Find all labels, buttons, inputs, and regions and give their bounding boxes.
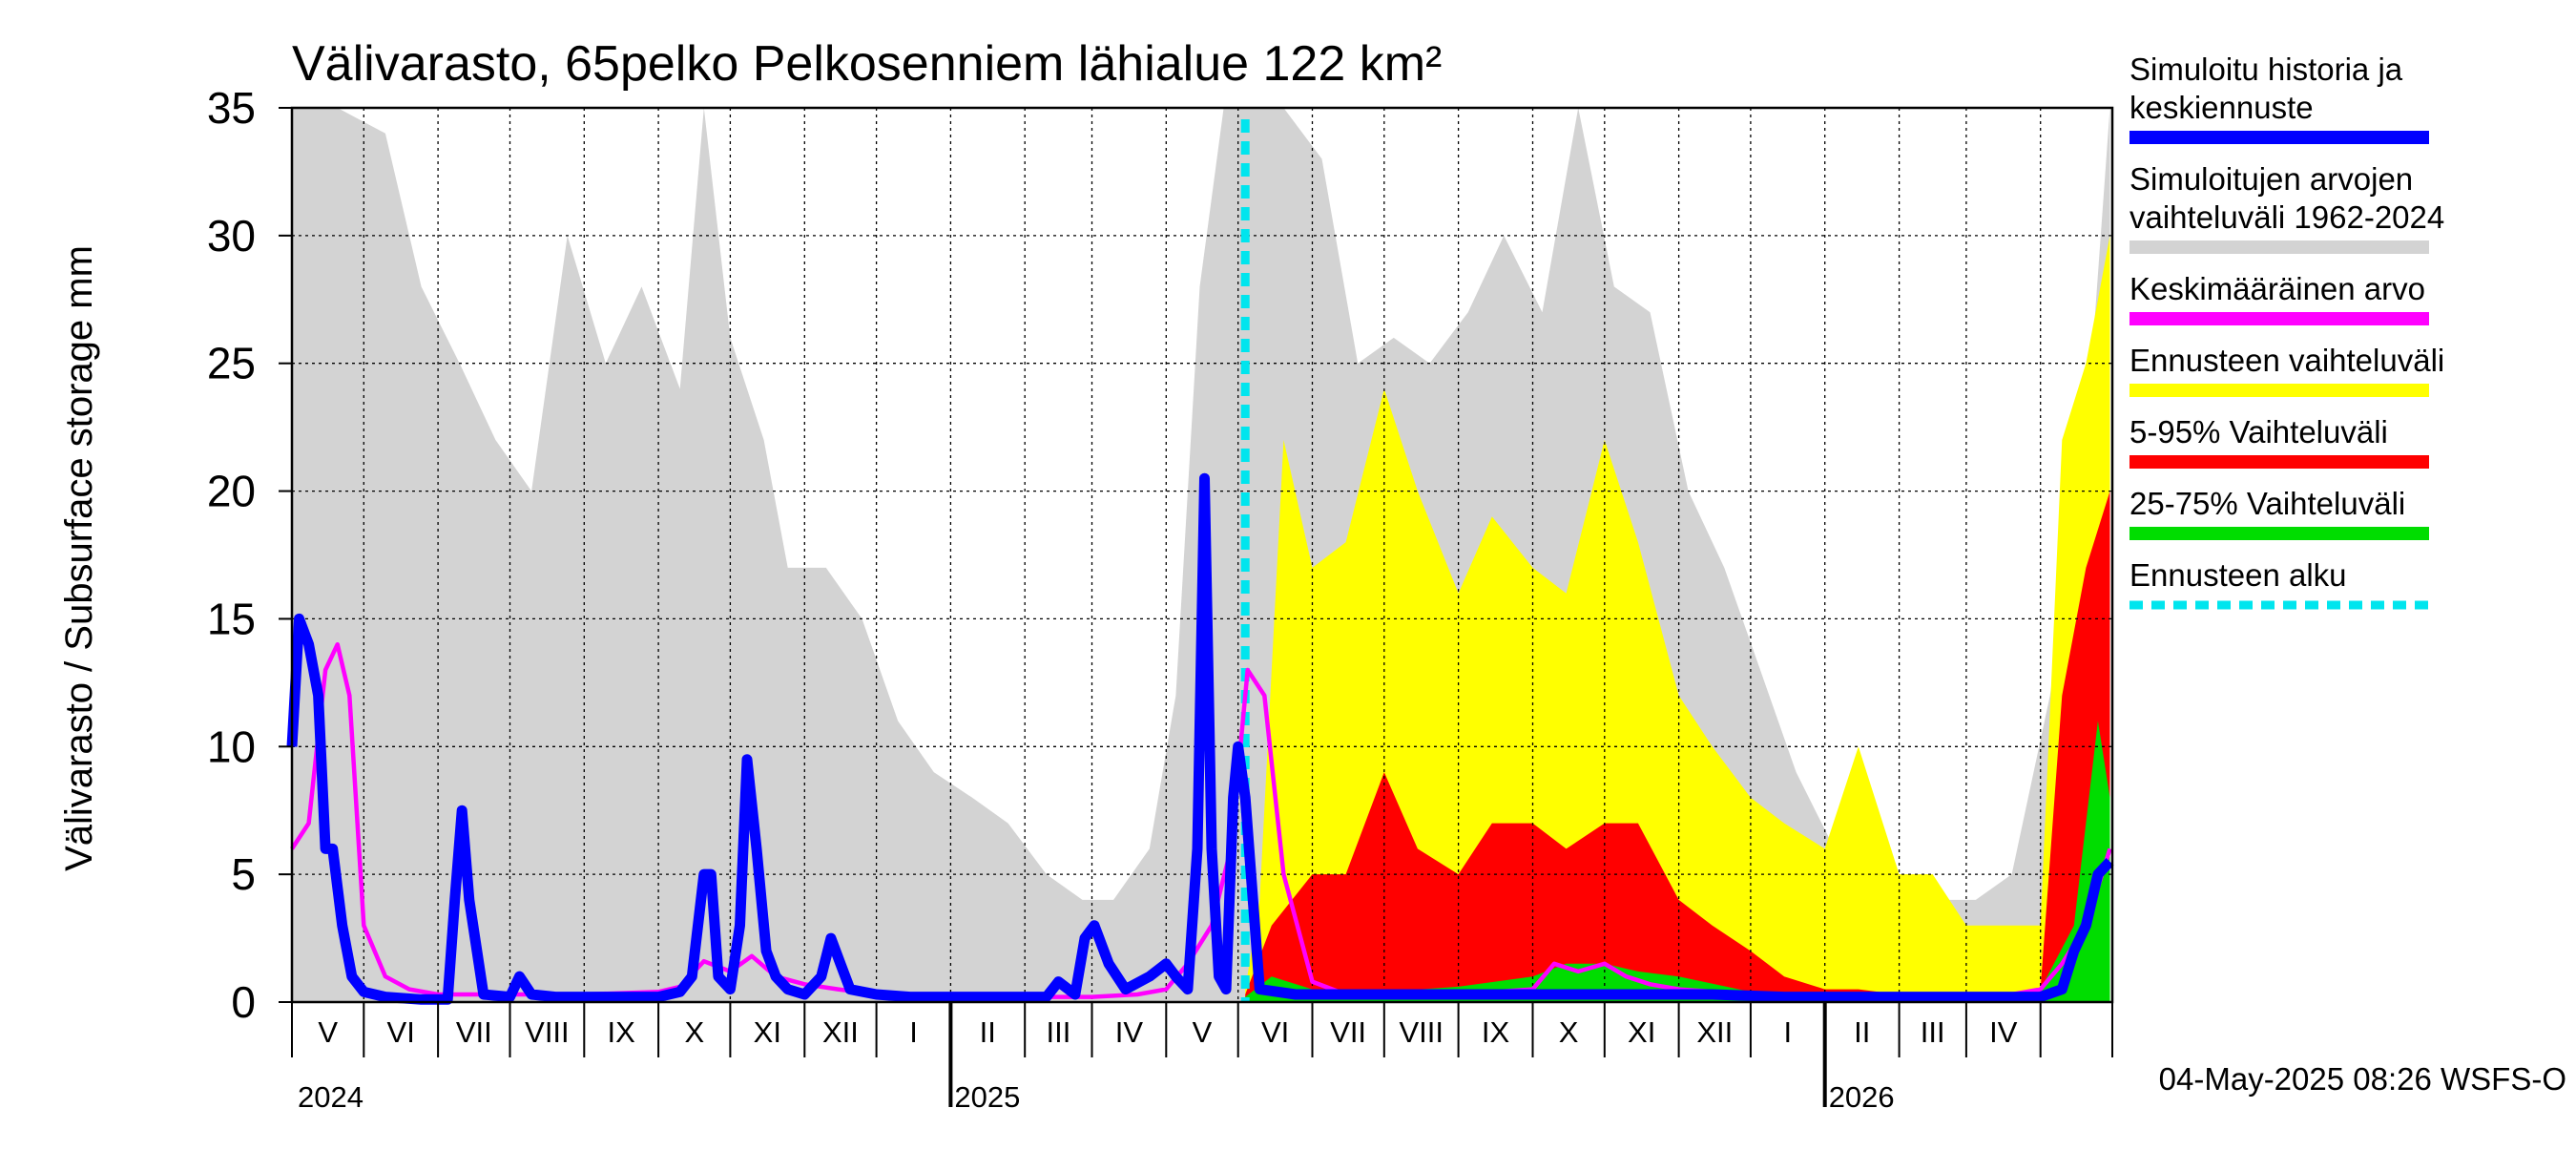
month-tick-label: XI xyxy=(754,1015,781,1049)
legend-label: Simuloitu historia ja xyxy=(2129,52,2403,87)
y-tick-label: 0 xyxy=(231,977,256,1027)
month-tick-label: X xyxy=(1559,1015,1579,1049)
legend-label-line2: vaihteluväli 1962-2024 xyxy=(2129,199,2444,235)
month-tick-label: X xyxy=(684,1015,704,1049)
year-label: 2025 xyxy=(954,1080,1020,1114)
chart-title: Välivarasto, 65pelko Pelkosenniem lähial… xyxy=(292,36,1442,92)
month-tick-label: XII xyxy=(822,1015,859,1049)
y-tick-label: 25 xyxy=(207,339,256,388)
y-tick-label: 20 xyxy=(207,467,256,516)
plot-frame xyxy=(290,106,2114,1004)
series-lines xyxy=(286,119,2114,1005)
month-tick-label: III xyxy=(1921,1015,1945,1049)
month-tick-label: V xyxy=(318,1015,338,1049)
month-tick-label: II xyxy=(980,1015,996,1049)
series-simulated-history xyxy=(286,472,2114,1005)
legend-label-line2: keskiennuste xyxy=(2129,90,2314,125)
legend-label: 5-95% Vaihteluväli xyxy=(2129,414,2388,450)
legend-label: Simuloitujen arvojen xyxy=(2129,161,2413,197)
month-tick-label: VII xyxy=(456,1015,492,1049)
month-tick-label: I xyxy=(1783,1015,1792,1049)
legend-label: 25-75% Vaihteluväli xyxy=(2129,486,2405,521)
y-tick-label: 30 xyxy=(207,211,256,261)
month-tick-label: VII xyxy=(1330,1015,1366,1049)
month-tick-label: IV xyxy=(1989,1015,2018,1049)
y-tick-label: 35 xyxy=(207,83,256,133)
month-tick-label: IX xyxy=(608,1015,636,1049)
month-tick-label: VI xyxy=(387,1015,415,1049)
year-label: 2024 xyxy=(298,1080,364,1114)
month-tick-label: IV xyxy=(1115,1015,1144,1049)
band-2 xyxy=(1245,235,2110,1002)
month-tick-label: I xyxy=(909,1015,918,1049)
legend-label: Keskimääräinen arvo xyxy=(2129,271,2425,306)
y-tick-label: 5 xyxy=(231,849,256,899)
y-axis-label: Välivarasto / Subsurface storage mm xyxy=(58,245,100,871)
month-tick-label: VIII xyxy=(1399,1015,1444,1049)
month-tick-label: III xyxy=(1046,1015,1070,1049)
month-tick-label: IX xyxy=(1482,1015,1510,1049)
year-label: 2026 xyxy=(1829,1080,1895,1114)
timestamp: 04-May-2025 08:26 WSFS-O xyxy=(2159,1061,2566,1097)
month-tick-label: II xyxy=(1854,1015,1870,1049)
y-tick-label: 15 xyxy=(207,594,256,643)
month-tick-label: VIII xyxy=(525,1015,570,1049)
month-tick-label: XII xyxy=(1696,1015,1733,1049)
month-tick-label: V xyxy=(1193,1015,1213,1049)
y-tick-label: 10 xyxy=(207,721,256,771)
month-tick-label: XI xyxy=(1628,1015,1655,1049)
legend-label: Ennusteen alku xyxy=(2129,557,2347,593)
month-tick-label: VI xyxy=(1261,1015,1289,1049)
legend-label: Ennusteen vaihteluväli xyxy=(2129,343,2444,378)
